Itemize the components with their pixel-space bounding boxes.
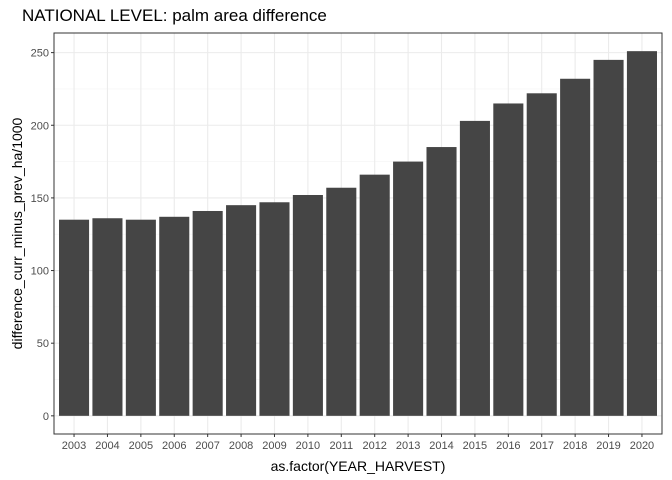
y-tick-label: 0 xyxy=(43,411,49,423)
x-tick-label: 2016 xyxy=(496,440,520,452)
x-tick-label: 2008 xyxy=(229,440,253,452)
x-tick-label: 2003 xyxy=(62,440,86,452)
bar-2008 xyxy=(226,205,257,416)
y-tick-label: 250 xyxy=(31,48,49,60)
bar-2011 xyxy=(326,187,357,416)
y-tick-label: 150 xyxy=(31,193,49,205)
x-axis-ticks: 2003 2004 2005 2006 2007 2008 2009 2010 2011 2012… xyxy=(62,434,654,452)
chart-title: NATIONAL LEVEL: palm area difference xyxy=(22,6,327,25)
bar-2013 xyxy=(393,161,424,416)
bar-2015 xyxy=(459,120,490,416)
y-axis-title: difference_curr_minus_prev_ha/1000 xyxy=(9,117,25,349)
x-axis-title: as.factor(YEAR_HARVEST) xyxy=(271,458,446,474)
bar-2006 xyxy=(159,216,190,416)
x-tick-label: 2005 xyxy=(129,440,153,452)
bar-2014 xyxy=(426,147,457,416)
x-tick-label: 2014 xyxy=(429,440,453,452)
x-tick-label: 2013 xyxy=(396,440,420,452)
y-axis-ticks: 0 50 100 150 200 250 xyxy=(31,48,54,423)
x-tick-label: 2018 xyxy=(563,440,587,452)
x-tick-label: 2019 xyxy=(596,440,620,452)
x-tick-label: 2015 xyxy=(463,440,487,452)
bar-2007 xyxy=(192,210,223,416)
x-tick-label: 2009 xyxy=(262,440,286,452)
bars xyxy=(59,51,657,416)
bar-2016 xyxy=(493,103,524,416)
bar-2012 xyxy=(359,174,390,416)
x-tick-label: 2004 xyxy=(95,440,119,452)
x-tick-label: 2012 xyxy=(362,440,386,452)
x-tick-label: 2006 xyxy=(162,440,186,452)
bar-2004 xyxy=(92,218,123,416)
y-tick-label: 200 xyxy=(31,120,49,132)
bar-2003 xyxy=(59,219,90,416)
y-tick-label: 100 xyxy=(31,266,49,278)
bar-2010 xyxy=(292,194,323,416)
panel-border xyxy=(53,32,663,435)
x-tick-label: 2017 xyxy=(529,440,553,452)
bar-2018 xyxy=(560,78,591,416)
bar-2020 xyxy=(626,51,657,416)
bar-2005 xyxy=(125,219,156,416)
x-tick-label: 2010 xyxy=(296,440,320,452)
x-tick-label: 2020 xyxy=(630,440,654,452)
y-tick-label: 50 xyxy=(37,338,49,350)
bar-2019 xyxy=(593,59,624,416)
x-tick-label: 2007 xyxy=(195,440,219,452)
bar-2009 xyxy=(259,202,290,416)
bar-2017 xyxy=(526,93,557,416)
x-tick-label: 2011 xyxy=(329,440,353,452)
